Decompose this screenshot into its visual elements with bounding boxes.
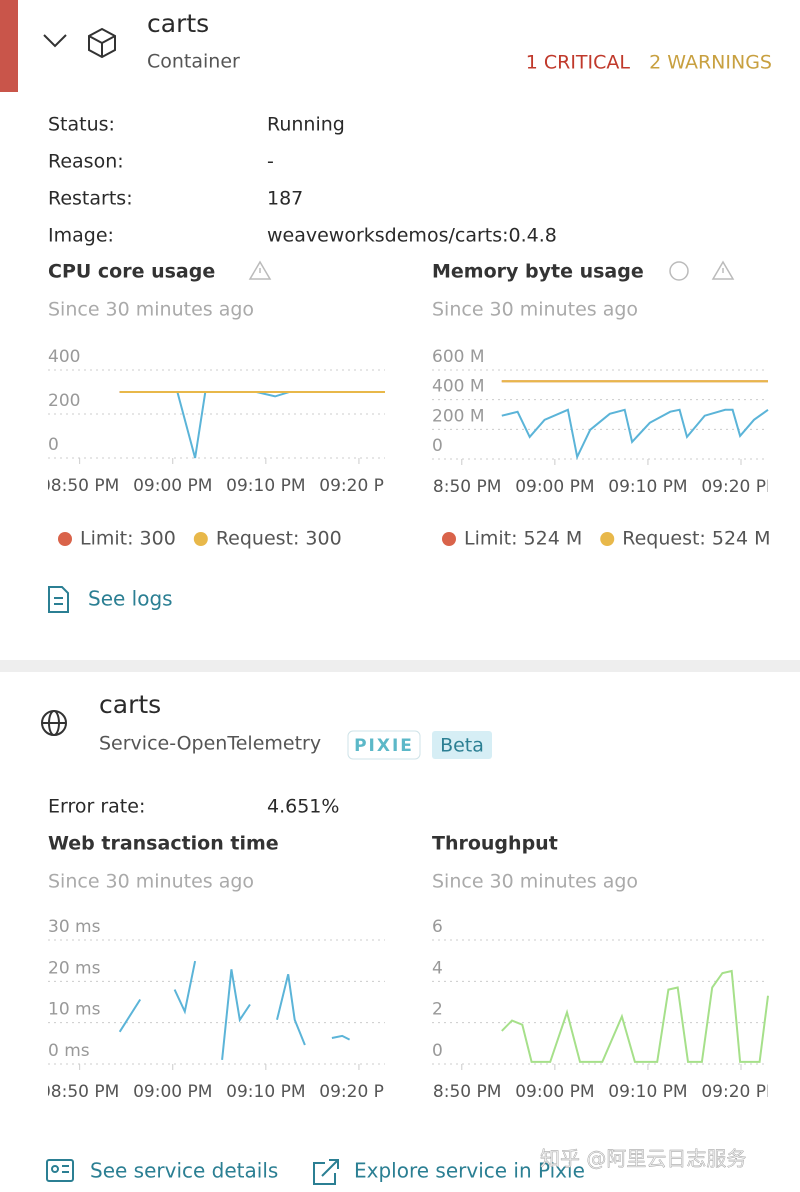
- x-tick-label: 08:50 PM: [422, 477, 501, 497]
- x-tick-label: 09:20 PM: [319, 476, 398, 496]
- legend-label: Request: 300: [216, 528, 342, 550]
- series-line: [501, 408, 769, 461]
- x-tick-label: 09:20 PM: [319, 1082, 398, 1102]
- cpu-warning-icon: [248, 260, 272, 280]
- pixie-badge-text: PIXIE: [354, 736, 414, 756]
- critical-count[interactable]: 1 CRITICAL: [526, 52, 631, 74]
- x-axis: 08:50 PM 09:00 PM 09:10 PM 09:20 PM: [40, 458, 398, 496]
- chart-title: CPU core usage: [48, 261, 215, 283]
- warning-count[interactable]: 2 WARNINGS: [649, 52, 772, 74]
- field-value: -: [267, 151, 274, 173]
- y-tick-label: 0: [432, 1041, 443, 1061]
- legend-label: Limit: 300: [80, 528, 176, 550]
- see-logs-link[interactable]: See logs: [88, 587, 173, 611]
- legend-swatch: [58, 532, 72, 546]
- chart-subtitle: Since 30 minutes ago: [432, 871, 638, 893]
- x-axis: 08:50 PM 09:00 PM 09:10 PM 09:20 PM: [40, 1064, 398, 1102]
- field-value: 187: [267, 188, 303, 210]
- collapse-chevron[interactable]: [43, 34, 67, 48]
- legend-swatch: [193, 532, 208, 546]
- x-tick-label: 08:50 PM: [422, 1082, 501, 1102]
- globe-icon: [41, 710, 67, 736]
- series-line: [119, 391, 385, 459]
- x-tick-label: 09:00 PM: [515, 477, 594, 497]
- card-separator: [0, 660, 800, 672]
- memory-icons: [669, 260, 735, 281]
- container-icon: [88, 27, 116, 59]
- series-line: [120, 961, 385, 1060]
- legend-swatch: [600, 532, 615, 546]
- external-icon: [313, 1159, 339, 1185]
- chart-subtitle: Since 30 minutes ago: [48, 871, 254, 893]
- x-tick-label: 09:00 PM: [515, 1082, 594, 1102]
- y-tick-label: 200: [48, 391, 80, 411]
- y-tick-label: 0: [48, 435, 59, 455]
- y-tick-label: 200 M: [432, 406, 485, 426]
- y-tick-label: 30 ms: [48, 917, 101, 937]
- field-value: 4.651%: [267, 796, 339, 818]
- field-value: Running: [267, 114, 345, 136]
- legend-label: Limit: 524 M: [464, 528, 582, 550]
- y-tick-label: 400 M: [432, 377, 485, 397]
- field-label: Image:: [48, 225, 114, 247]
- x-tick-label: 09:20 PM: [701, 1082, 780, 1102]
- beta-badge-text: Beta: [440, 735, 484, 757]
- y-tick-label: 400: [48, 347, 80, 367]
- chart-title: Throughput: [432, 833, 558, 855]
- service-kind: Service-OpenTelemetry: [99, 733, 321, 755]
- x-tick-label: 09:00 PM: [133, 1082, 212, 1102]
- x-axis: 08:50 PM 09:00 PM 09:10 PM 09:20 PM: [422, 1064, 780, 1102]
- x-tick-label: 09:10 PM: [608, 477, 687, 497]
- logs-icon: [48, 586, 69, 613]
- y-tick-label: 10 ms: [48, 1000, 101, 1020]
- beta-badge: [432, 731, 492, 759]
- field-label: Reason:: [48, 151, 124, 173]
- chart-subtitle: Since 30 minutes ago: [432, 299, 638, 321]
- field-label: Error rate:: [48, 796, 145, 818]
- service-details-link[interactable]: See service details: [90, 1159, 278, 1183]
- x-axis: 08:50 PM 09:00 PM 09:10 PM 09:20 PM: [422, 459, 780, 497]
- y-tick-label: 600 M: [432, 347, 485, 367]
- y-tick-label: 20 ms: [48, 958, 101, 978]
- watermark: 知乎 @阿里云日志服务: [540, 1147, 746, 1171]
- severity-bar: [0, 0, 18, 92]
- y-tick-label: 6: [432, 917, 443, 937]
- y-tick-label: 0 ms: [48, 1041, 90, 1061]
- field-label: Status:: [48, 114, 115, 136]
- y-tick-label: 2: [432, 1000, 443, 1020]
- x-tick-label: 08:50 PM: [40, 476, 119, 496]
- x-tick-label: 09:20 PM: [701, 477, 780, 497]
- field-label: Restarts:: [48, 188, 133, 210]
- x-tick-label: 09:10 PM: [226, 476, 305, 496]
- legend-swatch: [442, 532, 456, 546]
- x-tick-label: 09:10 PM: [608, 1082, 687, 1102]
- service-name: carts: [99, 690, 161, 719]
- y-tick-label: 0: [432, 436, 443, 456]
- chart-title: Web transaction time: [48, 833, 279, 855]
- y-tick-label: 4: [432, 958, 443, 978]
- container-kind: Container: [147, 51, 240, 73]
- series-line: [501, 969, 769, 1063]
- x-tick-label: 09:00 PM: [133, 476, 212, 496]
- chart-title: Memory byte usage: [432, 261, 644, 283]
- details-icon: [46, 1159, 74, 1182]
- pixie-link[interactable]: Explore service in Pixie: [354, 1159, 585, 1183]
- field-value: weaveworksdemos/carts:0.4.8: [267, 225, 557, 247]
- chart-subtitle: Since 30 minutes ago: [48, 299, 254, 321]
- pixie-badge: [347, 730, 421, 760]
- x-tick-label: 09:10 PM: [226, 1082, 305, 1102]
- container-name: carts: [147, 9, 209, 38]
- legend-label: Request: 524 M: [622, 528, 770, 550]
- x-tick-label: 08:50 PM: [40, 1082, 119, 1102]
